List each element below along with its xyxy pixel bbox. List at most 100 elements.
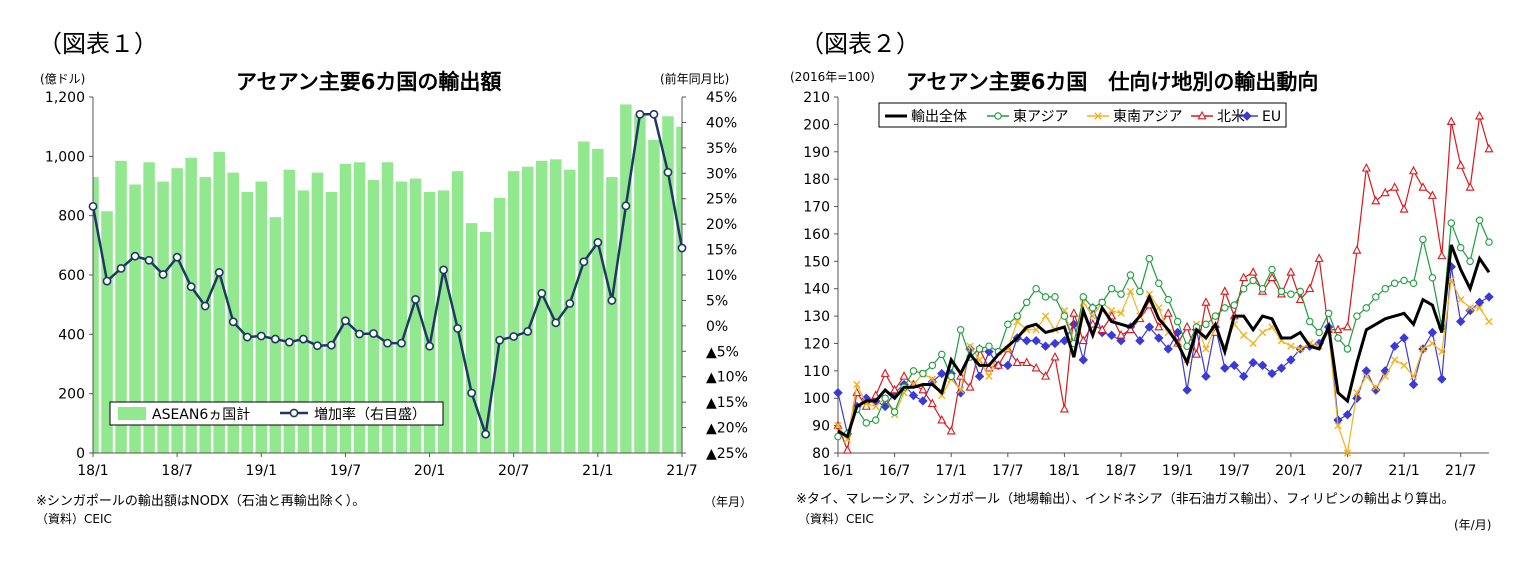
right-axis-tick-label: 20% bbox=[706, 217, 737, 233]
series-point bbox=[1023, 337, 1031, 345]
series-point bbox=[1297, 288, 1303, 294]
right-axis-tick-label: 45% bbox=[706, 90, 737, 106]
x-axis-tick-label: 21/7 bbox=[666, 463, 697, 479]
series-line bbox=[838, 220, 1489, 436]
right-axis-tick-label: 15% bbox=[706, 243, 737, 259]
growth-rate-point bbox=[356, 330, 363, 337]
series-4 bbox=[834, 263, 1493, 438]
bar bbox=[550, 159, 561, 453]
growth-rate-point bbox=[328, 342, 335, 349]
series-point bbox=[1410, 167, 1417, 174]
series-point bbox=[976, 372, 984, 380]
growth-rate-point bbox=[160, 271, 167, 278]
right-axis-tick-label: ▲25% bbox=[706, 446, 748, 462]
left-axis-tick-label: 400 bbox=[58, 327, 85, 343]
growth-rate-point bbox=[622, 202, 629, 209]
series-point bbox=[1259, 285, 1265, 291]
series-point bbox=[919, 386, 926, 393]
figure-2-x-unit: (年/月) bbox=[1454, 516, 1491, 533]
left-axis-tick-label: 800 bbox=[58, 209, 85, 225]
legend-label: 輸出全体 bbox=[911, 108, 967, 125]
series-point bbox=[1410, 381, 1418, 389]
bar bbox=[564, 170, 575, 453]
bar bbox=[676, 127, 682, 453]
growth-rate-point bbox=[608, 297, 615, 304]
series-point bbox=[1070, 309, 1077, 316]
series-point bbox=[1391, 183, 1398, 190]
series-point bbox=[1391, 357, 1397, 363]
series-point bbox=[863, 420, 869, 426]
figure-1-chart: 02004006008001,0001,200▲25%▲20%▲15%▲10%▲… bbox=[0, 0, 760, 567]
growth-rate-point bbox=[524, 328, 531, 335]
series-point bbox=[1259, 329, 1265, 335]
legend-swatch-marker bbox=[290, 409, 297, 416]
x-axis-tick-label: 19/7 bbox=[330, 463, 361, 479]
series-point bbox=[1401, 362, 1407, 368]
series-point bbox=[1410, 280, 1416, 286]
series-point bbox=[1391, 280, 1397, 286]
series-point bbox=[1438, 252, 1445, 259]
growth-rate-point bbox=[482, 431, 489, 438]
growth-rate-point bbox=[468, 389, 475, 396]
series-point bbox=[1183, 323, 1190, 330]
bar bbox=[634, 115, 645, 453]
legend-label-line: 増加率（右目盛） bbox=[314, 406, 426, 423]
bar bbox=[592, 149, 603, 453]
series-point bbox=[1108, 331, 1116, 339]
legend-marker bbox=[995, 113, 1001, 119]
left-axis-tick-label: 90 bbox=[812, 419, 830, 435]
series-point bbox=[1382, 189, 1389, 196]
series-point bbox=[1202, 298, 1209, 305]
series-point bbox=[1165, 309, 1172, 316]
left-axis-tick-label: 130 bbox=[803, 309, 830, 325]
series-point bbox=[986, 373, 992, 379]
bar bbox=[620, 104, 631, 453]
series-point bbox=[920, 370, 926, 376]
series-point bbox=[1090, 313, 1096, 319]
growth-rate-point bbox=[412, 296, 419, 303]
figure-1-x-unit: （年月） bbox=[704, 493, 752, 510]
series-point bbox=[986, 343, 992, 349]
series-point bbox=[1485, 145, 1492, 152]
legend-label: 東アジア bbox=[1013, 109, 1068, 125]
series-point bbox=[1004, 361, 1012, 369]
x-axis-tick-label: 20/7 bbox=[498, 463, 529, 479]
series-point bbox=[1278, 288, 1284, 294]
series-point bbox=[1137, 288, 1143, 294]
growth-rate-point bbox=[202, 302, 209, 309]
series-point bbox=[1099, 299, 1105, 305]
growth-rate-point bbox=[145, 257, 152, 264]
series-point bbox=[1400, 205, 1407, 212]
series-point bbox=[1127, 272, 1133, 278]
series-point bbox=[1486, 318, 1492, 324]
figure-2-source: （資料）CEIC bbox=[798, 510, 874, 527]
series-point bbox=[1448, 220, 1454, 226]
left-axis-tick-label: 150 bbox=[803, 254, 830, 270]
series-point bbox=[1222, 305, 1228, 311]
growth-rate-point bbox=[286, 339, 293, 346]
growth-rate-point bbox=[440, 266, 447, 273]
series-point bbox=[1382, 285, 1388, 291]
series-point bbox=[1183, 386, 1191, 394]
x-axis-tick-label: 20/1 bbox=[1275, 463, 1306, 479]
series-point bbox=[1042, 342, 1050, 350]
series-point bbox=[1476, 217, 1482, 223]
growth-rate-point bbox=[398, 340, 405, 347]
x-axis-tick-label: 20/7 bbox=[1332, 463, 1363, 479]
growth-rate-point bbox=[131, 253, 138, 260]
growth-rate-point bbox=[370, 330, 377, 337]
right-axis-tick-label: 5% bbox=[706, 293, 728, 309]
left-axis-tick-label: 80 bbox=[812, 446, 830, 462]
x-axis-tick-label: 18/7 bbox=[161, 463, 192, 479]
series-point bbox=[1042, 313, 1048, 319]
bar bbox=[662, 116, 673, 453]
growth-rate-point bbox=[188, 283, 195, 290]
x-axis-tick-label: 17/1 bbox=[935, 463, 966, 479]
series-line bbox=[838, 245, 1489, 437]
series-point bbox=[1090, 305, 1096, 311]
growth-rate-point bbox=[426, 343, 433, 350]
series-point bbox=[1287, 268, 1294, 275]
series-point bbox=[1193, 350, 1200, 357]
series-point bbox=[1485, 293, 1493, 301]
series-point bbox=[1240, 285, 1246, 291]
